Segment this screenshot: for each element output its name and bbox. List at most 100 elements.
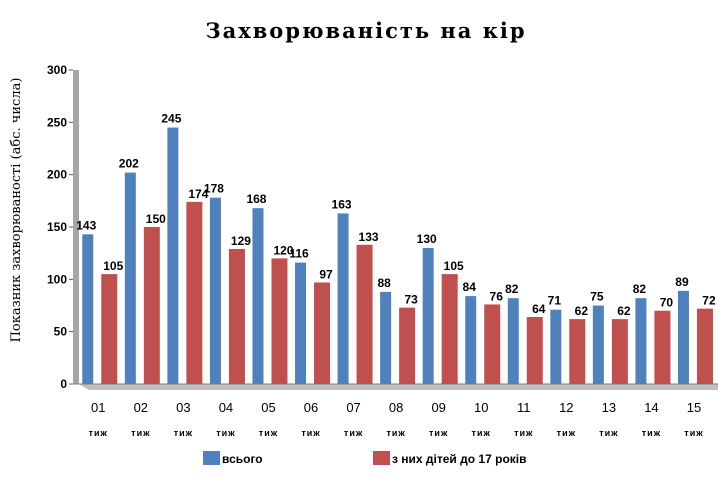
data-label-series-1: 105 <box>103 259 123 273</box>
y-axis-wall <box>73 70 79 384</box>
y-tick-label: 200 <box>47 168 67 182</box>
bar-series-1 <box>101 274 118 384</box>
data-label-series-1: 62 <box>617 304 631 318</box>
bar-series-1 <box>441 274 458 384</box>
legend-label-1: з них дітей до 17 років <box>392 452 526 466</box>
x-tick-unit: тиж <box>599 428 618 438</box>
bar-series-0 <box>167 127 179 385</box>
data-label-series-1: 70 <box>660 296 674 310</box>
data-label-series-0: 168 <box>246 192 266 206</box>
legend-label-0: всього <box>222 452 263 466</box>
legend-swatch-1 <box>373 451 390 465</box>
x-tick-label: 13 <box>602 400 616 415</box>
bar-series-0 <box>380 291 392 384</box>
bar-series-1 <box>484 304 501 384</box>
x-tick-unit: тиж <box>386 428 405 438</box>
data-label-series-1: 133 <box>359 230 379 244</box>
x-tick-unit: тиж <box>684 428 703 438</box>
bar-series-1 <box>356 244 373 384</box>
y-axis-label: Показник захворюваності (абс. числа) <box>9 78 24 343</box>
x-tick-unit: тиж <box>472 428 491 438</box>
x-tick-label: 05 <box>261 400 275 415</box>
y-tick-label: 300 <box>47 63 67 77</box>
data-label-series-0: 163 <box>332 197 352 211</box>
data-label-series-0: 202 <box>119 157 139 171</box>
x-tick-label: 08 <box>389 400 403 415</box>
x-tick-unit: тиж <box>131 428 150 438</box>
data-label-series-1: 73 <box>404 293 418 307</box>
x-tick-label: 15 <box>687 400 701 415</box>
bar-series-0 <box>465 296 477 384</box>
x-tick-label: 07 <box>346 400 360 415</box>
bar-series-1 <box>654 310 671 384</box>
y-tick-label: 150 <box>47 220 67 234</box>
y-tick-label: 100 <box>47 272 67 286</box>
bar-series-0 <box>252 208 264 384</box>
bar-series-0 <box>507 298 519 384</box>
x-tick-label: 10 <box>474 400 488 415</box>
x-tick-label: 09 <box>431 400 445 415</box>
bar-series-0 <box>82 234 94 384</box>
x-tick-unit: тиж <box>301 428 320 438</box>
y-tick-label: 0 <box>60 377 67 391</box>
bar-series-0 <box>422 247 434 384</box>
bar-series-1 <box>696 308 713 384</box>
bar-series-1 <box>228 248 245 384</box>
x-tick-unit: тиж <box>89 428 108 438</box>
data-label-series-1: 105 <box>444 259 464 273</box>
data-label-series-1: 97 <box>319 267 333 281</box>
x-tick-unit: тиж <box>344 428 363 438</box>
data-label-series-0: 75 <box>590 290 604 304</box>
x-tick-unit: тиж <box>557 428 576 438</box>
x-tick-unit: тиж <box>514 428 533 438</box>
data-label-series-1: 64 <box>532 302 546 316</box>
x-tick-label: 04 <box>219 400 233 415</box>
bar-series-1 <box>271 258 288 384</box>
legend-swatch-0 <box>203 451 220 465</box>
data-label-series-0: 71 <box>548 294 562 308</box>
bar-series-1 <box>314 282 331 384</box>
x-tick-unit: тиж <box>429 428 448 438</box>
plot-area: 05010015020025030014310501тиж20215002тиж… <box>47 63 718 438</box>
bar-series-1 <box>399 307 416 384</box>
x-tick-unit: тиж <box>259 428 278 438</box>
x-tick-label: 06 <box>304 400 318 415</box>
bar-series-0 <box>209 197 221 384</box>
x-tick-label: 02 <box>134 400 148 415</box>
bar-series-0 <box>592 305 604 384</box>
data-label-series-0: 245 <box>161 112 181 126</box>
data-label-series-1: 129 <box>231 234 251 248</box>
bar-series-0 <box>550 309 562 384</box>
legend: всього з них дітей до 17 років <box>203 451 526 466</box>
data-label-series-0: 84 <box>463 280 477 294</box>
data-label-series-0: 178 <box>204 182 224 196</box>
data-label-series-0: 89 <box>675 275 689 289</box>
x-tick-label: 12 <box>559 400 573 415</box>
bar-series-1 <box>526 317 543 384</box>
data-label-series-0: 143 <box>76 218 96 232</box>
y-tick-label: 250 <box>47 115 67 129</box>
data-label-series-1: 62 <box>575 304 589 318</box>
x-tick-label: 11 <box>517 400 531 415</box>
bar-series-1 <box>569 319 586 384</box>
data-label-series-1: 174 <box>188 187 208 201</box>
y-tick-label: 50 <box>54 325 68 339</box>
bar-series-0 <box>677 290 689 384</box>
x-tick-label: 01 <box>91 400 105 415</box>
bar-series-0 <box>124 172 136 384</box>
bar-series-0 <box>295 262 307 384</box>
data-label-series-1: 76 <box>490 289 504 303</box>
x-tick-unit: тиж <box>174 428 193 438</box>
bar-series-1 <box>143 227 160 384</box>
data-label-series-0: 88 <box>377 276 391 290</box>
x-tick-unit: тиж <box>216 428 235 438</box>
bar-series-0 <box>635 298 647 384</box>
floor <box>73 384 718 390</box>
bar-series-0 <box>337 213 349 384</box>
x-tick-label: 03 <box>176 400 190 415</box>
chart-title: Захворюваність на кір <box>205 18 526 43</box>
data-label-series-0: 130 <box>417 232 437 246</box>
x-tick-unit: тиж <box>642 428 661 438</box>
data-label-series-1: 120 <box>273 243 293 257</box>
